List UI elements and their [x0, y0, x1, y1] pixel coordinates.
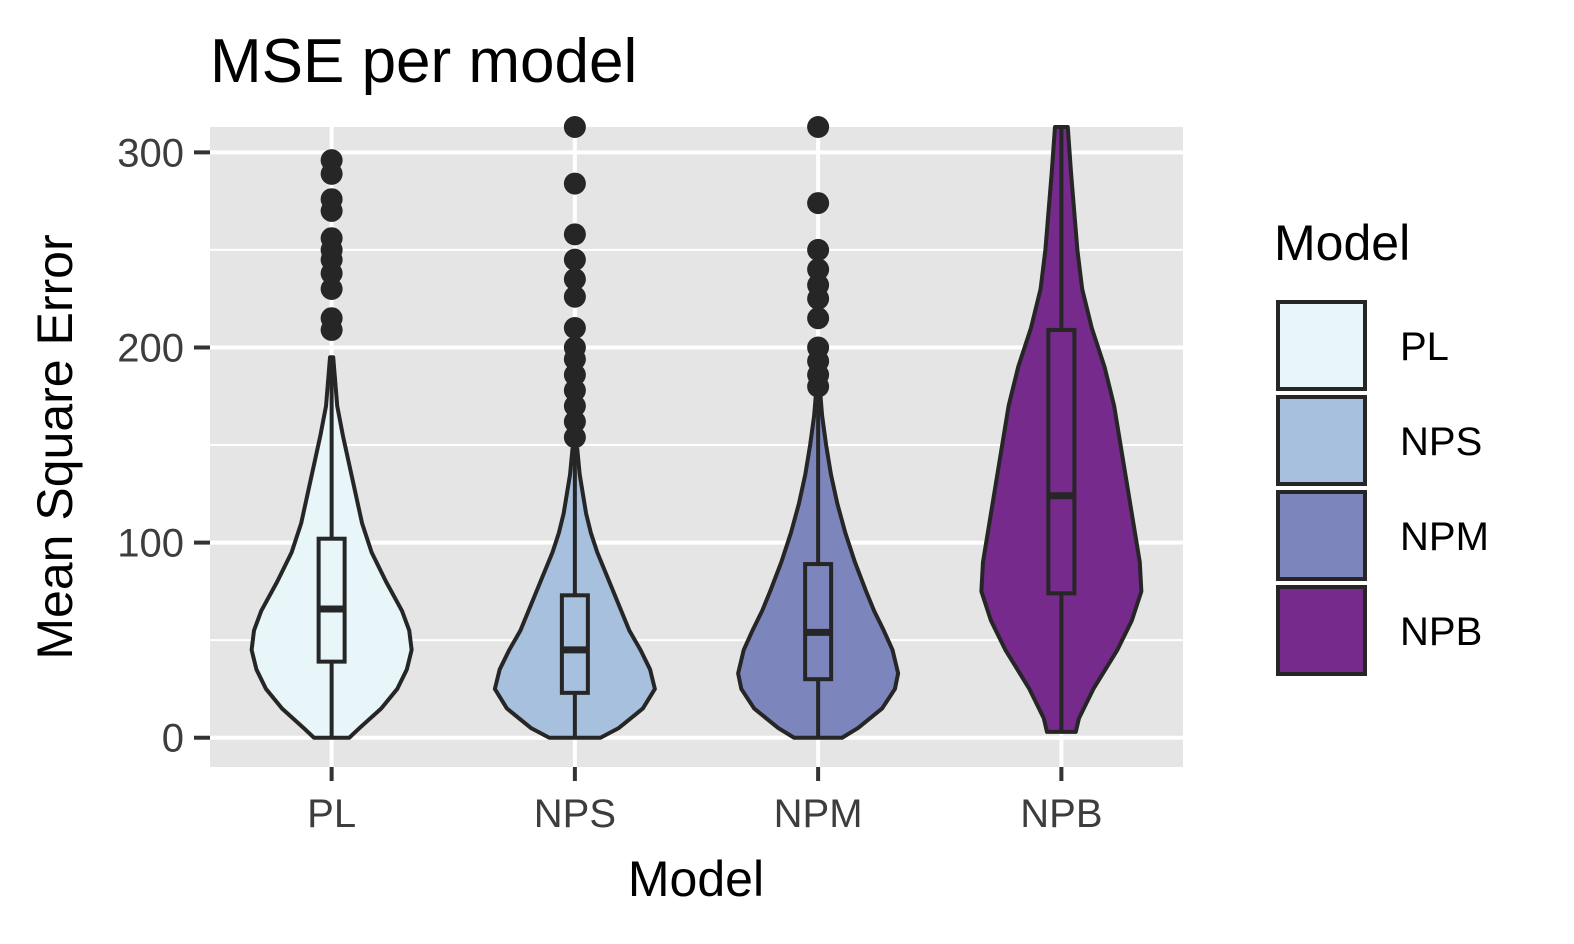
- outlier-point: [807, 258, 830, 281]
- box: [559, 593, 590, 695]
- x-tick-label: NPS: [534, 792, 616, 836]
- outlier-point: [563, 336, 586, 359]
- outlier-point: [807, 336, 830, 359]
- outlier-point: [807, 307, 830, 330]
- outlier-point: [563, 426, 586, 449]
- outlier-point: [563, 395, 586, 418]
- legend-label: PL: [1400, 325, 1449, 369]
- y-tick-label: 200: [117, 326, 184, 370]
- x-tick-label: PL: [307, 792, 356, 836]
- outlier-point: [320, 188, 343, 211]
- outlier-point: [807, 192, 830, 215]
- box: [803, 562, 834, 682]
- outlier-point: [807, 116, 830, 138]
- x-tick-label: NPB: [1020, 792, 1102, 836]
- outlier-point: [563, 268, 586, 291]
- outlier-point: [563, 248, 586, 271]
- outlier-point: [807, 238, 830, 261]
- y-axis-title: Mean Square Error: [27, 234, 83, 659]
- outlier-point: [320, 277, 343, 300]
- outlier-point: [320, 307, 343, 330]
- outlier-point: [563, 363, 586, 386]
- outlier-point: [563, 410, 586, 433]
- y-axis: 0 100 200 300: [117, 131, 210, 761]
- outlier-point: [563, 285, 586, 308]
- outlier-point: [320, 149, 343, 172]
- legend-key: [1276, 490, 1367, 581]
- legend: Model PL NPS NPM NPB: [1274, 215, 1489, 676]
- legend-item-npb: NPB: [1276, 585, 1482, 676]
- legend-title: Model: [1274, 215, 1410, 271]
- legend-key: [1276, 585, 1367, 676]
- y-tick-label: 100: [117, 522, 184, 566]
- box: [1046, 327, 1077, 596]
- outlier-point: [320, 227, 343, 250]
- violin-npm: [736, 116, 901, 740]
- violin-nps: [492, 116, 657, 740]
- y-tick-label: 300: [117, 131, 184, 175]
- legend-item-nps: NPS: [1276, 395, 1482, 486]
- box: [316, 536, 347, 664]
- violin-pl: [249, 149, 414, 740]
- outlier-point: [563, 223, 586, 246]
- legend-label: NPB: [1400, 610, 1482, 654]
- violins: [249, 116, 1144, 740]
- legend-item-pl: PL: [1276, 300, 1449, 391]
- outlier-point: [563, 116, 586, 138]
- x-axis: PL NPS NPM NPB: [307, 767, 1103, 836]
- legend-item-npm: NPM: [1276, 490, 1489, 581]
- outlier-point: [807, 274, 830, 297]
- violin-npb: [979, 125, 1144, 734]
- outlier-point: [563, 379, 586, 402]
- outlier-point: [563, 172, 586, 195]
- y-tick-label: 0: [162, 717, 184, 761]
- legend-key: [1276, 395, 1367, 486]
- chart-title: MSE per model: [210, 27, 637, 96]
- outlier-point: [563, 316, 586, 339]
- legend-label: NPS: [1400, 420, 1482, 464]
- legend-key: [1276, 300, 1367, 391]
- legend-label: NPM: [1400, 515, 1489, 559]
- x-axis-title: Model: [628, 851, 764, 907]
- x-tick-label: NPM: [774, 792, 863, 836]
